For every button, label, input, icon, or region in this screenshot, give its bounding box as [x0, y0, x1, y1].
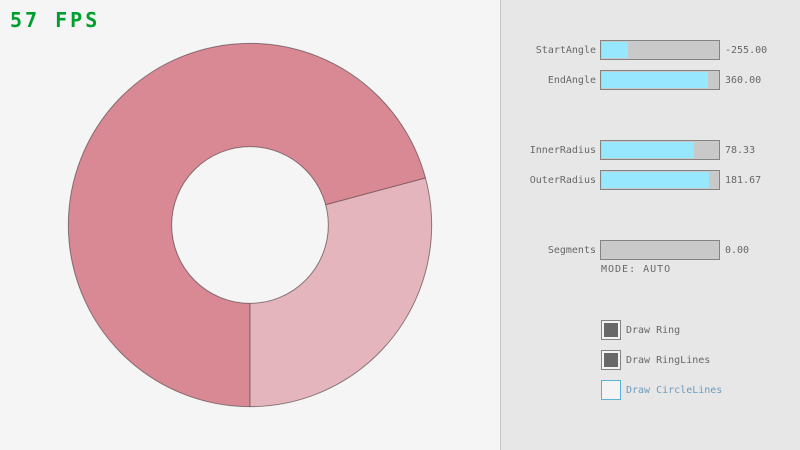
slider-value: 0.00 [725, 245, 750, 256]
slider-value: -255.00 [725, 45, 768, 56]
draw-ringlines-checkbox[interactable] [601, 350, 621, 370]
ring-chart [67, 42, 433, 408]
checkbox-row-draw-ring: Draw Ring [601, 320, 800, 340]
slider-label: EndAngle [547, 75, 596, 86]
draw-circlelines-checkbox[interactable] [601, 380, 621, 400]
mode-text: MODE: AUTO [601, 264, 672, 275]
slider-row-segments: Segments 0.00 [501, 240, 800, 260]
outer-radius-slider[interactable] [600, 170, 720, 190]
controls-panel: StartAngle -255.00 EndAngle 360.00 Inner… [500, 0, 800, 450]
slider-label: StartAngle [535, 45, 596, 56]
checkbox-label: Draw CircleLines [626, 385, 723, 396]
checkbox-row-draw-circlelines: Draw CircleLines [601, 380, 800, 400]
draw-ring-checkbox[interactable] [601, 320, 621, 340]
checkbox-row-draw-ringlines: Draw RingLines [601, 350, 800, 370]
end-angle-slider[interactable] [600, 70, 720, 90]
slider-row-start-angle: StartAngle -255.00 [501, 40, 800, 60]
slider-value: 360.00 [725, 75, 762, 86]
slider-fill [602, 42, 628, 58]
inner-radius-slider[interactable] [600, 140, 720, 160]
fps-counter: 57 FPS [10, 8, 101, 32]
slider-row-end-angle: EndAngle 360.00 [501, 70, 800, 90]
slider-value: 78.33 [725, 145, 756, 156]
slider-fill [602, 172, 710, 188]
checkbox-label: Draw Ring [626, 325, 681, 336]
slider-row-inner-radius: InnerRadius 78.33 [501, 140, 800, 160]
slider-fill [602, 142, 695, 158]
start-angle-slider[interactable] [600, 40, 720, 60]
slider-label: InnerRadius [529, 145, 596, 156]
slider-label: OuterRadius [529, 175, 596, 186]
check-mark-icon [604, 323, 618, 337]
check-mark-icon [604, 353, 618, 367]
slider-label: Segments [547, 245, 596, 256]
checkbox-label: Draw RingLines [626, 355, 711, 366]
slider-row-outer-radius: OuterRadius 181.67 [501, 170, 800, 190]
slider-fill [602, 72, 709, 88]
slider-value: 181.67 [725, 175, 762, 186]
segments-slider[interactable] [600, 240, 720, 260]
